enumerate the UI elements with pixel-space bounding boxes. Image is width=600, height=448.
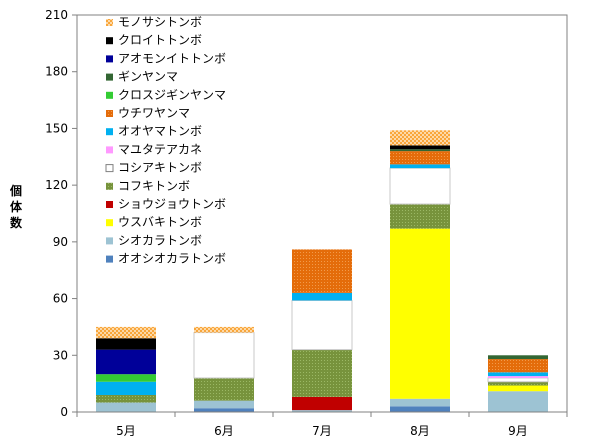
legend-swatch [106,128,113,136]
bar-segment [194,400,254,409]
bar-segment [96,394,156,403]
y-axis-label: 個体数 [9,183,23,230]
bar-segment [488,385,548,392]
legend-label: マユタテアカネ [118,142,202,156]
legend-label: オオシオカラトンボ [118,252,226,266]
bar-segment [488,391,548,412]
bar-segment [96,402,156,412]
bar-segment [390,204,450,229]
y-tick-label: 60 [53,292,68,306]
bar-segment [390,130,450,146]
y-tick-label: 150 [45,121,68,135]
legend-label: アオモンイトトンボ [118,51,226,65]
legend-swatch [106,219,113,227]
bar-segment [390,145,450,150]
legend-swatch [106,91,113,99]
bar-segment [390,406,450,412]
bar-segment [390,228,450,399]
bar-segment [390,149,450,152]
bar-segment [292,249,352,293]
legend-swatch [106,37,113,45]
legend-label: モノサシトンボ [118,15,202,29]
legend-label: ウチワヤンマ [118,106,190,120]
bar-segment [488,376,548,378]
legend-swatch [106,73,113,81]
x-tick-label: 7月 [312,424,332,438]
legend-label: オオヤマトンボ [118,124,202,138]
bar-segment [96,326,156,339]
x-tick-label: 8月 [410,424,430,438]
bar-segment [488,381,548,386]
legend-label: コシアキトンボ [118,161,202,175]
bar-segment [292,396,352,411]
bar-segment [96,374,156,382]
bar-segment [194,408,254,412]
x-tick-label: 9月 [508,424,528,438]
legend-swatch [106,182,113,190]
y-tick-label: 30 [53,348,68,362]
legend-label: ショウジョウトンボ [118,197,226,211]
legend-label: コフキトンボ [118,179,190,193]
y-axis-label-char: 数 [10,215,23,230]
y-axis-label-char: 体 [10,199,23,214]
y-axis-label-char: 個 [9,183,22,198]
bar-segment [96,381,156,395]
bar-segment [96,349,156,375]
y-tick-label: 0 [60,405,68,419]
bar-segment [96,338,156,350]
legend: モノサシトンボクロイトトンボアオモンイトトンボギンヤンマクロスジギンヤンマウチワ… [105,15,226,266]
legend-label: クロイトトンボ [118,33,202,47]
legend-swatch [106,255,113,263]
y-tick-label: 90 [53,235,68,249]
axes-group: 0 30 60 90 120 150 180 210 5月 6月 7月 8月 9月 [45,8,568,438]
bar-segment [390,164,450,169]
y-tick-label: 210 [45,8,68,22]
bar-segment [292,410,352,412]
legend-swatch [106,110,113,117]
legend-label: ギンヤンマ [118,70,178,84]
legend-swatch [106,19,113,26]
legend-swatch [106,55,113,63]
bar-segment [488,359,548,373]
bar-segment [390,151,450,165]
bar-segment [292,292,352,301]
legend-label: クロスジギンヤンマ [118,88,226,102]
legend-label: ウスバキトンボ [118,215,202,229]
bar-segment [292,349,352,397]
legend-label: シオカラトンボ [118,233,202,247]
bar-segment [487,377,549,383]
bar-segment [488,355,548,360]
bar-segment [488,372,548,377]
bar-segment [194,377,254,401]
x-tick-label: 6月 [214,424,234,438]
y-tick-label: 120 [45,178,68,192]
y-tick-label: 180 [45,65,68,79]
bars-group [96,130,549,412]
x-tick-label: 5月 [116,424,136,438]
legend-swatch [106,146,113,154]
legend-swatch [105,164,114,173]
bar-segment [390,398,450,407]
bar-segment [291,299,353,351]
bar-segment [193,332,255,379]
legend-swatch [106,237,113,245]
bar-segment [194,326,254,333]
legend-swatch [106,201,113,208]
bar-segment [389,167,451,205]
